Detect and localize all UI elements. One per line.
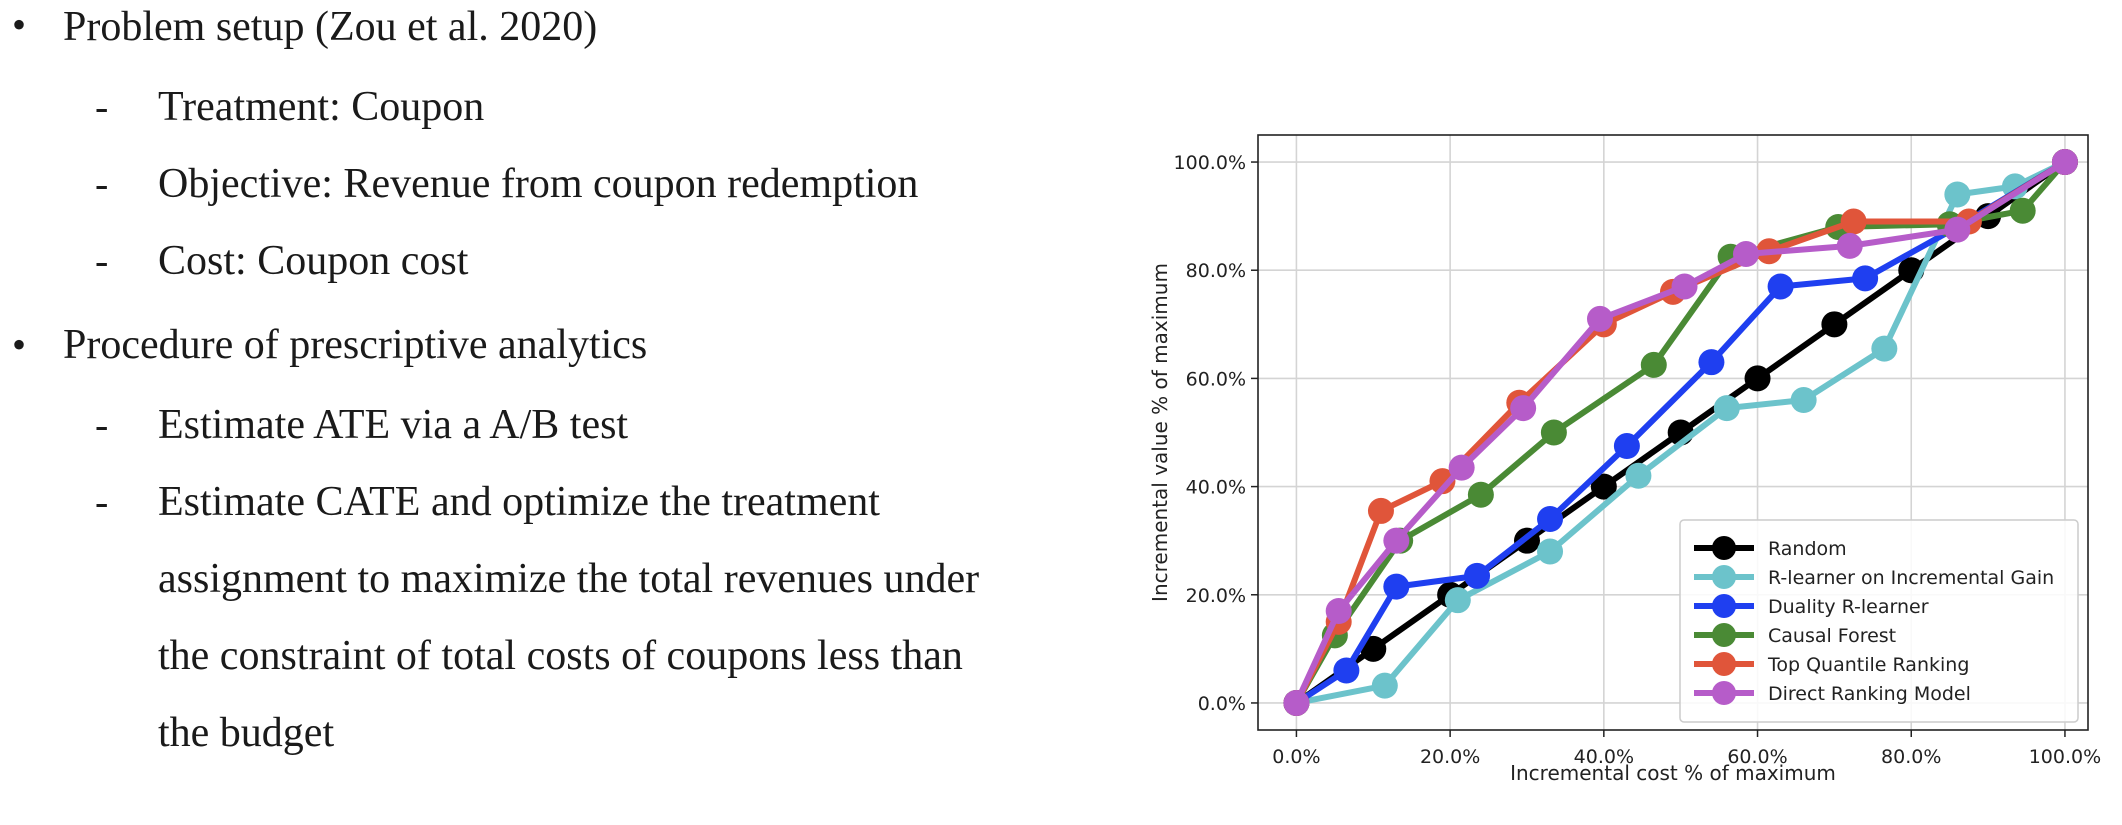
data-point [1333,657,1360,684]
bullet-marker: • [12,2,27,47]
data-point [1429,468,1456,495]
legend-marker [1712,565,1736,589]
legend-label: Causal Forest [1768,625,1896,647]
data-point [1871,335,1898,362]
y-tick-label: 40.0% [1186,477,1246,499]
data-point [1510,395,1537,422]
data-point [1540,419,1567,446]
data-point [2051,149,2078,176]
bullet-procedure: Procedure of prescriptive analytics [63,322,648,368]
data-point [1840,208,1867,235]
data-point [1613,433,1640,460]
data-point [1383,573,1410,600]
chart: 0.0% 0.0% 20.0% 20.0% 40.0% 40.0% 60.0% 60.0% 80… [1130,120,2122,820]
subitem-objective: Objective: Revenue from coupon redemptio… [158,161,919,207]
y-tick-label: 60.0% [1186,368,1246,390]
data-point [1944,181,1971,208]
x-tick-label: 0.0% [1272,746,1320,768]
legend-marker [1712,652,1736,676]
data-point [1371,672,1398,699]
dash-marker: - [95,402,109,447]
data-point [1325,598,1352,624]
dash-marker: - [95,238,109,283]
data-point [1444,587,1471,614]
data-point [1713,395,1740,422]
legend-label: Direct Ranking Model [1768,683,1971,705]
subitem-estimate-cate-line3: the constraint of total costs of coupons… [158,633,963,679]
data-point [1537,506,1564,533]
data-point [1360,635,1387,662]
data-point [1590,473,1617,500]
data-point [1640,351,1667,378]
data-point [1852,265,1879,292]
subitem-estimate-cate: Estimate CATE and optimize the treatment [158,479,880,525]
data-point [1671,273,1698,300]
data-point [1944,216,1971,243]
dash-marker: - [95,161,109,206]
x-tick-label: 60.0% [1727,746,1787,768]
data-point [1367,497,1394,524]
y-tick-label: 100.0% [1174,152,1246,174]
data-point [1733,241,1760,267]
x-tick-label: 20.0% [1420,746,1480,768]
data-point [1698,349,1725,376]
data-point [1283,689,1310,716]
data-point [1464,562,1491,589]
y-tick-label: 20.0% [1186,585,1246,607]
legend-marker [1712,623,1736,647]
data-point [1744,365,1771,392]
data-point [1821,311,1848,338]
subitem-estimate-ate: Estimate ATE via a A/B test [158,402,629,448]
plot-frame [1257,134,2089,731]
legend-marker [1712,536,1736,560]
x-tick-label: 80.0% [1881,746,1941,768]
x-axis-label: Incremental cost % of maximum [1510,761,1836,785]
data-point [2009,197,2036,224]
data-point [1383,527,1410,554]
data-point [1448,454,1475,481]
bullet-problem-setup: Problem setup (Zou et al. 2020) [63,4,598,50]
y-axis-label: Incremental value % of maximum [1148,263,1172,602]
x-tick-label: 40.0% [1574,746,1634,768]
chart-svg: 0.0% 0.0% 20.0% 20.0% 40.0% 40.0% 60.0% 60.0% 80… [1148,134,2101,785]
legend-marker [1712,594,1736,618]
dash-marker: - [95,84,109,129]
slide-text: • Problem setup (Zou et al. 2020) - Trea… [12,2,980,756]
subitem-estimate-cate-line4: the budget [158,710,335,756]
y-tick-label: 0.0% [1198,693,1246,715]
data-point [1537,538,1564,565]
legend-marker [1712,681,1736,705]
x-tick-label: 100.0% [2029,746,2101,768]
data-point [1836,232,1863,259]
y-tick-label: 80.0% [1186,260,1246,282]
legend-box [1679,519,2079,723]
legend-label: Top Quantile Ranking [1767,654,1969,676]
bullet-marker: • [12,322,27,367]
data-point [1586,305,1613,332]
data-point [1767,273,1794,300]
subitem-cost: Cost: Coupon cost [158,238,469,284]
subitem-treatment: Treatment: Coupon [158,84,485,130]
data-point [1625,462,1652,489]
legend-label: R-learner on Incremental Gain [1768,567,2054,589]
dash-marker: - [95,479,109,524]
legend-label: Random [1768,538,1847,560]
legend-label: Duality R-learner [1768,596,1929,618]
data-point [1467,481,1494,508]
subitem-estimate-cate-line2: assignment to maximize the total revenue… [158,556,980,602]
data-point [1790,387,1817,414]
